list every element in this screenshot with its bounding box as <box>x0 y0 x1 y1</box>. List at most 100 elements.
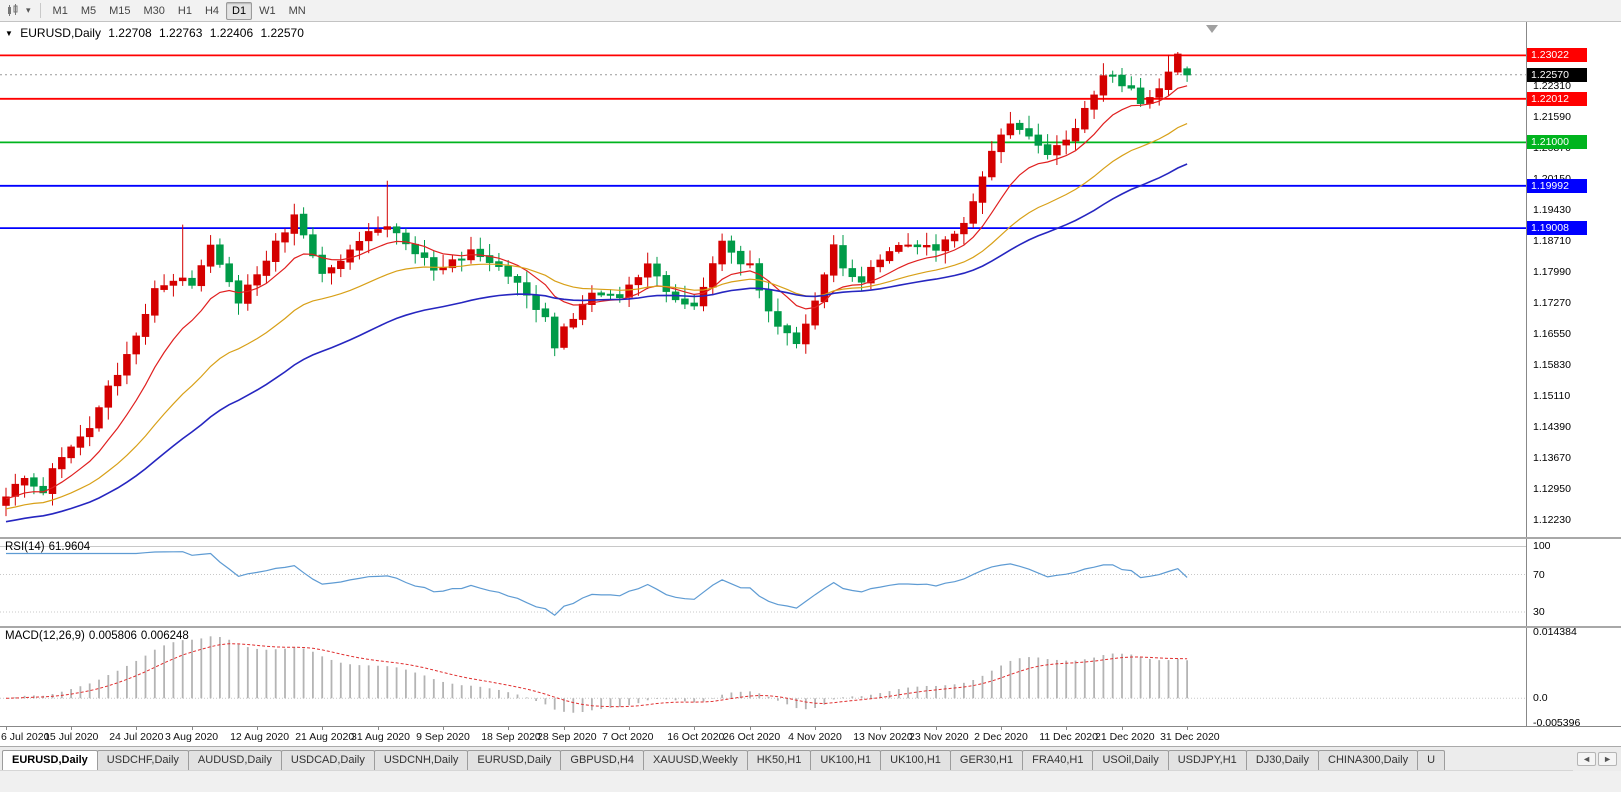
timeframe-button-m15[interactable]: M15 <box>109 4 131 17</box>
chart-tab-0[interactable]: EURUSD,Daily <box>2 750 98 770</box>
timeframe-button-m30[interactable]: M30 <box>143 4 165 17</box>
date-tick-mark <box>257 727 259 730</box>
chart-tabs-row: EURUSD,Daily USDCHF,Daily AUDUSD,Daily USDC… <box>0 750 1578 770</box>
date-tick-mark <box>136 727 138 730</box>
date-label: 24 Jul 2020 <box>109 731 164 743</box>
date-label: 18 Sep 2020 <box>481 731 541 743</box>
date-tick-mark <box>6 727 7 730</box>
ohlc-high: 1.22763 <box>159 26 203 40</box>
rsi-axis-label: 70 <box>1533 568 1545 581</box>
chart-tab-1[interactable]: USDCHF,Daily <box>96 750 189 770</box>
date-label: 16 Oct 2020 <box>667 731 725 743</box>
date-label: 9 Sep 2020 <box>416 731 470 743</box>
candles-series <box>2 51 1191 517</box>
price-level-tag[interactable]: 1.19008 <box>1527 221 1587 236</box>
chart-window: ▼ EURUSD,Daily 1.22708 1.22763 1.22406 1… <box>0 22 1621 746</box>
chart-tab-10[interactable]: UK100,H1 <box>880 750 951 770</box>
date-label: 23 Nov 2020 <box>909 731 969 743</box>
rsi-indicator-panel[interactable] <box>0 539 1526 626</box>
date-tick-mark <box>1122 727 1123 730</box>
price-tick: 1.16550 <box>1533 327 1571 340</box>
ma-mid-line <box>5 123 1188 510</box>
timeframe-button-m5[interactable]: M5 <box>80 4 97 17</box>
date-label: 21 Dec 2020 <box>1095 731 1155 743</box>
toolbar-separator <box>39 3 41 18</box>
date-tick-mark <box>322 727 324 730</box>
date-tick-mark <box>815 727 817 730</box>
timeframe-button-h1[interactable]: H1 <box>177 4 192 17</box>
collapse-arrow-icon[interactable]: ▼ <box>5 29 13 38</box>
chart-tab-15[interactable]: DJ30,Daily <box>1245 750 1319 770</box>
rsi-name: RSI(14) <box>5 541 45 553</box>
price-axis[interactable]: 1.223101.215901.208701.201501.194301.187… <box>1526 22 1621 729</box>
timeframe-buttons: M1 M5 M15 M30 H1 H4 D1 W1 MN <box>47 1 312 20</box>
chart-tab-14[interactable]: USDJPY,H1 <box>1167 750 1247 770</box>
date-tick-mark <box>378 727 379 730</box>
timeframe-button-w1[interactable]: W1 <box>259 4 276 17</box>
date-tick-mark <box>192 727 193 730</box>
macd-indicator-panel[interactable] <box>0 628 1526 726</box>
price-tick: 1.12230 <box>1533 513 1571 526</box>
date-label: 13 Nov 2020 <box>853 731 913 743</box>
chart-tab-5[interactable]: EURUSD,Daily <box>467 750 562 770</box>
macd-axis-label: 0.0 <box>1533 692 1548 705</box>
timeframe-button-h4[interactable]: H4 <box>204 4 220 17</box>
date-label: 11 Dec 2020 <box>1039 731 1098 743</box>
chart-tab-4[interactable]: USDCNH,Daily <box>373 750 469 770</box>
price-tick: 1.17270 <box>1533 296 1571 309</box>
price-tick: 1.17990 <box>1533 265 1571 278</box>
date-tick-mark <box>1001 727 1003 730</box>
date-label: 12 Aug 2020 <box>230 731 290 743</box>
timeframe-button-mn[interactable]: MN <box>288 4 306 17</box>
price-level-tag[interactable]: 1.21000 <box>1527 135 1587 150</box>
time-axis[interactable]: 6 Jul 2020 15 Jul 2020 24 Jul 2020 3 Aug 20… <box>0 726 1621 746</box>
price-tick: 1.12950 <box>1533 482 1571 495</box>
chart-tab-6[interactable]: GBPUSD,H4 <box>560 750 644 770</box>
tab-scroll-right-icon[interactable]: ► <box>1598 752 1617 766</box>
rsi-label: RSI(14) 61.9604 <box>5 541 94 553</box>
date-tick-mark <box>564 727 565 730</box>
macd-signal-line <box>5 643 1188 708</box>
date-tick-mark <box>1066 727 1068 730</box>
price-level-tag[interactable]: 1.22012 <box>1527 91 1587 106</box>
chart-type-icon[interactable] <box>4 4 21 17</box>
date-label: 4 Nov 2020 <box>788 731 842 743</box>
price-level-tag[interactable]: 1.23022 <box>1527 48 1587 63</box>
price-tick: 1.15830 <box>1533 358 1571 371</box>
rsi-axis-label: 30 <box>1533 605 1545 618</box>
price-level-tag[interactable]: 1.19992 <box>1527 178 1587 193</box>
chart-tab-8[interactable]: HK50,H1 <box>746 750 812 770</box>
date-tick-mark <box>694 727 696 730</box>
chart-tab-11[interactable]: GER30,H1 <box>949 750 1024 770</box>
chart-shift-marker[interactable] <box>1206 25 1218 33</box>
tab-scroll-left-icon[interactable]: ◄ <box>1577 752 1597 766</box>
tab-scroll-arrows: ◄ ► <box>1573 747 1621 771</box>
date-tick-mark <box>1187 727 1189 730</box>
price-chart[interactable] <box>0 22 1526 537</box>
chart-tab-7[interactable]: XAUUSD,Weekly <box>642 750 748 770</box>
price-tick: 1.13670 <box>1533 451 1571 464</box>
date-label: 15 Jul 2020 <box>44 731 99 743</box>
chart-tab-12[interactable]: FRA40,H1 <box>1022 750 1094 770</box>
chart-tab-9[interactable]: UK100,H1 <box>810 750 882 770</box>
chart-tab-13[interactable]: USOil,Daily <box>1092 750 1169 770</box>
ma-fast-line <box>5 85 1188 500</box>
timeframe-button-d1[interactable]: D1 <box>226 1 253 20</box>
chart-tab-3[interactable]: USDCAD,Daily <box>280 750 375 770</box>
timeframe-toolbar: ▾ M1 M5 M15 M30 H1 H4 D1 W1 MN <box>0 0 1621 22</box>
date-tick-mark <box>443 727 445 730</box>
timeframe-button-m1[interactable]: M1 <box>52 4 68 17</box>
chart-tab-17[interactable]: U <box>1417 750 1446 770</box>
ohlc-open: 1.22708 <box>108 26 152 40</box>
price-tick: 1.22310 <box>1533 80 1571 92</box>
chart-tab-16[interactable]: CHINA300,Daily <box>1318 750 1419 770</box>
macd-label: MACD(12,26,9) 0.005806 0.006248 <box>5 630 193 642</box>
date-tick-mark <box>750 727 751 730</box>
panel-splitter[interactable] <box>0 626 1621 628</box>
date-tick-mark <box>508 727 510 730</box>
chevron-down-icon[interactable]: ▾ <box>26 5 31 15</box>
chart-tab-2[interactable]: AUDUSD,Daily <box>187 750 282 770</box>
rsi-value: 61.9604 <box>48 541 91 553</box>
panel-splitter[interactable] <box>0 537 1621 539</box>
